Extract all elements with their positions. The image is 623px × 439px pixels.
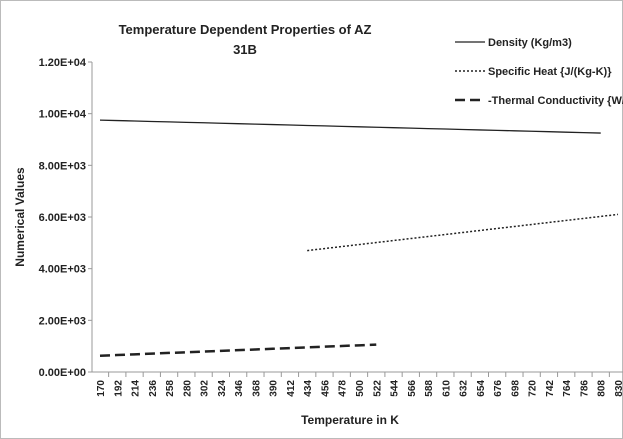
x-tick-label: 610 xyxy=(441,380,452,397)
x-tick-label: 764 xyxy=(562,380,573,397)
y-tick-label: 8.00E+03 xyxy=(39,160,86,172)
x-tick-label: 368 xyxy=(251,380,262,397)
x-tick-label: 346 xyxy=(234,380,245,397)
x-tick-label: 214 xyxy=(131,380,142,397)
x-tick-label: 478 xyxy=(338,380,349,397)
x-tick-label: 390 xyxy=(269,380,280,397)
x-tick-label: 566 xyxy=(407,380,418,397)
x-tick-label: 808 xyxy=(597,380,608,397)
series-line xyxy=(99,119,601,134)
x-tick-label: 588 xyxy=(424,380,435,397)
x-tick-label: 544 xyxy=(390,380,401,397)
legend-label: Specific Heat {J/(Kg-K)} xyxy=(488,66,612,78)
x-tick-label: 192 xyxy=(113,380,124,397)
x-tick-label: 434 xyxy=(303,380,314,397)
x-tick-label: 522 xyxy=(372,380,383,397)
y-tick-label: 2.00E+03 xyxy=(39,315,86,327)
x-axis-label: Temperature in K xyxy=(301,413,399,427)
x-tick-label: 830 xyxy=(614,380,623,397)
legend-label: Density (Kg/m3) xyxy=(488,37,572,49)
x-tick-label: 654 xyxy=(476,380,487,397)
y-tick-label: 4.00E+03 xyxy=(39,264,86,276)
x-tick-label: 698 xyxy=(510,380,521,397)
x-tick-label: 456 xyxy=(320,380,331,397)
x-tick-label: 742 xyxy=(545,380,556,397)
x-tick-label: 302 xyxy=(200,380,211,397)
y-tick-label: 1.20E+04 xyxy=(39,57,87,69)
legend-label: -Thermal Conductivity {W/(m-K)} xyxy=(488,95,623,107)
x-tick-label: 786 xyxy=(579,380,590,397)
x-tick-label: 170 xyxy=(96,380,107,397)
x-tick-label: 720 xyxy=(528,380,539,397)
x-tick-label: 676 xyxy=(493,380,504,397)
y-tick-label: 1.00E+04 xyxy=(39,109,87,121)
y-tick-label: 6.00E+03 xyxy=(39,212,86,224)
series-line xyxy=(99,343,377,357)
x-tick-label: 412 xyxy=(286,380,297,397)
x-tick-label: 236 xyxy=(148,380,159,397)
x-tick-label: 632 xyxy=(459,380,470,397)
series-line xyxy=(307,213,619,252)
y-axis-label: Numerical Values xyxy=(13,167,27,267)
x-tick-label: 258 xyxy=(165,380,176,397)
x-tick-label: 500 xyxy=(355,380,366,397)
y-tick-label: 0.00E+00 xyxy=(39,367,86,379)
x-tick-label: 280 xyxy=(182,380,193,397)
chart-title: Temperature Dependent Properties of AZ 3… xyxy=(118,22,372,57)
x-tick-label: 324 xyxy=(217,380,228,397)
